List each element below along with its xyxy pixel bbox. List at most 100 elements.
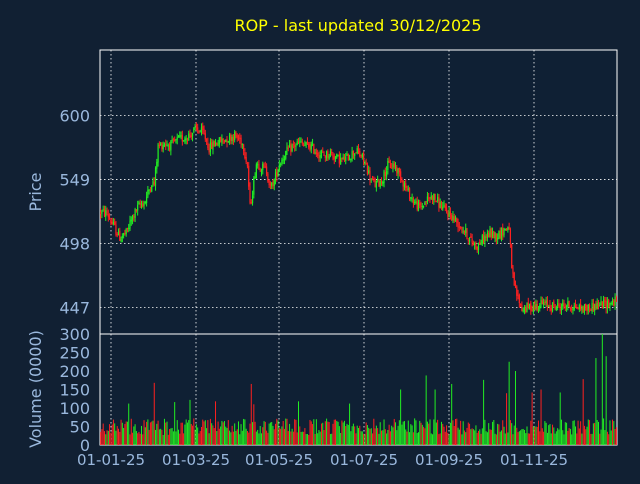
- candle-body: [230, 135, 232, 142]
- candle-body: [158, 144, 160, 146]
- candle-body: [194, 125, 196, 128]
- candle-body: [544, 301, 546, 303]
- candle-body: [172, 139, 175, 141]
- candle-body: [369, 171, 371, 181]
- candle-body: [604, 300, 606, 302]
- candle-body: [610, 302, 612, 304]
- candle-body: [106, 211, 108, 214]
- candle-body: [212, 141, 214, 151]
- candle-body: [260, 170, 263, 172]
- candle-body: [327, 151, 329, 158]
- candle-body: [296, 141, 298, 145]
- candle-body: [276, 171, 278, 177]
- candle-body: [120, 238, 122, 242]
- candle-body: [430, 195, 432, 199]
- candle-body: [452, 215, 454, 221]
- candle-body: [587, 304, 589, 311]
- candle-body: [594, 304, 596, 311]
- candle-body: [440, 201, 443, 210]
- candle-body: [520, 304, 522, 306]
- candle-body: [189, 132, 191, 135]
- candle-body: [299, 141, 301, 143]
- candle-body: [277, 169, 279, 177]
- candle-body: [494, 232, 496, 240]
- candle-body: [465, 228, 467, 234]
- candle-body: [167, 145, 169, 147]
- candle-body: [124, 233, 126, 235]
- candle-body: [512, 267, 514, 274]
- candle-body: [371, 179, 374, 181]
- candle-body: [305, 142, 307, 145]
- candle-body: [507, 227, 509, 231]
- candle-body: [343, 158, 346, 162]
- candle-body: [291, 145, 293, 151]
- candle-body: [176, 137, 178, 140]
- candle-body: [539, 305, 541, 309]
- candle-body: [573, 305, 575, 310]
- candle-body: [449, 211, 452, 216]
- candle-body: [115, 224, 117, 235]
- candle-body: [424, 202, 426, 205]
- candle-body: [477, 242, 480, 250]
- candle-body: [117, 230, 120, 236]
- price-panel: [99, 49, 618, 335]
- candle-body: [214, 142, 217, 147]
- candle-body: [457, 221, 459, 228]
- candle-body: [157, 144, 159, 163]
- candle-body: [322, 151, 324, 153]
- candle-body: [249, 186, 251, 203]
- candle-body: [461, 227, 463, 231]
- candle-body: [560, 307, 563, 311]
- candle-body: [351, 151, 353, 160]
- candle-body: [271, 182, 273, 186]
- candle-body: [288, 144, 291, 148]
- candle-body: [564, 306, 566, 308]
- candle-body: [548, 305, 550, 307]
- candle-body: [481, 235, 483, 244]
- candle-body: [170, 141, 172, 151]
- candle-body: [160, 143, 162, 146]
- candle-body: [613, 300, 615, 306]
- candle-body: [480, 244, 482, 246]
- candle-body: [495, 233, 497, 241]
- candle-body: [328, 156, 330, 159]
- candle-body: [125, 228, 127, 235]
- candle-body: [283, 158, 286, 160]
- candle-body: [241, 143, 243, 145]
- candle-body: [435, 200, 437, 202]
- candle-body: [273, 179, 275, 186]
- candle-body: [523, 307, 526, 312]
- candle-body: [153, 181, 155, 185]
- candle-body: [272, 181, 274, 187]
- candle-body: [499, 230, 501, 238]
- candle-body: [165, 144, 167, 146]
- candle-body: [121, 235, 123, 238]
- candle-body: [365, 162, 367, 164]
- candle-body: [550, 308, 552, 311]
- candle-body: [577, 308, 579, 310]
- candle-body: [400, 171, 402, 180]
- chart-title: ROP - last updated 30/12/2025: [234, 16, 481, 35]
- candle-body: [147, 189, 149, 197]
- candle-body: [129, 220, 131, 229]
- candle-body: [401, 179, 403, 181]
- candle-body: [193, 128, 195, 133]
- candle-body: [456, 218, 458, 223]
- candle-body: [131, 215, 134, 220]
- candle-body: [581, 306, 583, 310]
- candle-body: [180, 135, 182, 137]
- candle-body: [235, 132, 237, 137]
- candle-body: [486, 232, 489, 238]
- candle-body: [378, 179, 380, 187]
- candle-body: [348, 158, 351, 161]
- candle-body: [126, 227, 129, 230]
- candle-body: [366, 164, 369, 174]
- candle-body: [463, 230, 466, 233]
- candle-body: [600, 300, 602, 306]
- candle-body: [479, 242, 481, 245]
- candle-body: [582, 306, 584, 313]
- date-tick-label: 01-11-25: [500, 451, 568, 469]
- candle-body: [521, 304, 523, 311]
- candle-body: [177, 136, 180, 138]
- candle-body: [615, 297, 617, 302]
